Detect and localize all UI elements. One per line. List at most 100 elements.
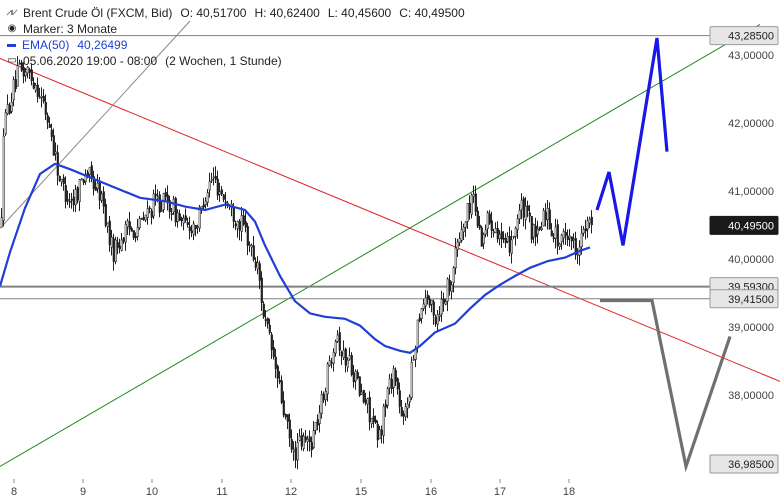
x-tick-label: 9 (80, 486, 86, 498)
candle-body (442, 298, 445, 304)
interval-label: (2 Wochen, 1 Stunde) (165, 54, 282, 68)
candle-body (284, 414, 287, 418)
candle-body (550, 230, 553, 237)
candle-body (432, 301, 435, 316)
candle-body (218, 191, 221, 195)
candle-body (200, 205, 203, 209)
candle-body (26, 66, 29, 74)
candle-body (568, 235, 571, 239)
candle-body (412, 358, 415, 361)
candle-body (4, 112, 7, 135)
candle-body (170, 213, 173, 215)
candle-body (144, 214, 147, 221)
candle-body (390, 379, 393, 389)
candle-body (360, 391, 363, 395)
candle-body (350, 355, 353, 375)
candle-body (374, 419, 377, 423)
candle-body (514, 228, 517, 237)
candle-body (148, 207, 151, 210)
candle-body (512, 235, 515, 238)
candle-body (430, 299, 433, 305)
candle-body (296, 442, 299, 461)
candle-body (526, 205, 529, 211)
candle-body (64, 185, 67, 202)
candle-body (70, 198, 73, 201)
candle-body (314, 422, 317, 431)
candle-body (128, 221, 131, 230)
candle-body (272, 347, 275, 357)
candle-body (474, 193, 477, 212)
candle-body (480, 227, 483, 247)
candle-body (370, 418, 373, 424)
candle-body (332, 352, 335, 364)
price-label: 36,98500 (728, 459, 774, 471)
candle-body (160, 210, 163, 212)
candle-body (244, 221, 247, 228)
candle-body (402, 413, 405, 417)
candle-body (254, 261, 257, 268)
candle-body (520, 199, 523, 210)
candle-body (94, 186, 97, 191)
candle-body (110, 236, 113, 248)
candle-body (494, 228, 497, 233)
candle-body (492, 231, 495, 234)
price-label: 40,49500 (728, 220, 774, 232)
chart-legend: ⩘⩗ Brent Crude Öl (FXCM, Bid) O: 40,5170… (6, 5, 464, 69)
candle-body (380, 429, 383, 436)
x-tick-label: 8 (11, 486, 17, 498)
candle-body (292, 449, 295, 452)
candle-body (302, 435, 305, 449)
candle-body (416, 319, 419, 349)
candle-body (472, 194, 475, 197)
candle-body (18, 63, 21, 65)
candle-body (236, 221, 239, 229)
candle-body (44, 102, 47, 115)
candle-body (372, 415, 375, 422)
candle-body (32, 82, 35, 89)
projection_down-line (600, 298, 732, 473)
candle-body (20, 62, 23, 71)
candle-body (502, 238, 505, 240)
candle-body (176, 212, 179, 222)
candle-body (192, 223, 195, 235)
candle-body (590, 216, 593, 226)
ema-line (0, 162, 591, 354)
candle-body (222, 194, 225, 200)
open-value: O: 40,51700 (180, 6, 247, 20)
candle-body (548, 209, 551, 230)
candle-body (478, 224, 481, 229)
candle-body (14, 79, 17, 90)
candle-body (52, 135, 55, 156)
price-label-box (709, 454, 779, 474)
candle-body (470, 194, 473, 215)
candle-body (516, 218, 519, 230)
candle-body (394, 370, 397, 382)
candle-body (570, 236, 573, 242)
candle-body (506, 235, 509, 242)
candle-body (330, 361, 333, 364)
candle-body (198, 206, 201, 229)
candle-body (342, 349, 345, 359)
candle-body (464, 221, 467, 228)
candle-body (124, 223, 127, 243)
candle-body (346, 359, 349, 368)
candle-body (348, 355, 351, 360)
candle-body (34, 85, 37, 91)
candle-body (358, 376, 361, 396)
candle-body (552, 237, 555, 239)
candle-body (498, 233, 501, 240)
candle-body (174, 197, 177, 223)
candle-body (120, 239, 123, 251)
candle-body (74, 189, 77, 206)
x-tick-label: 16 (425, 486, 437, 498)
candle-body (328, 360, 331, 366)
ema-line-icon (7, 43, 16, 47)
candle-body (456, 241, 459, 250)
candle-body (238, 220, 241, 231)
candle-body (266, 318, 269, 325)
candle-body (542, 210, 545, 227)
candle-body (252, 245, 255, 260)
candle-body (312, 430, 315, 448)
candle-body (560, 234, 563, 243)
